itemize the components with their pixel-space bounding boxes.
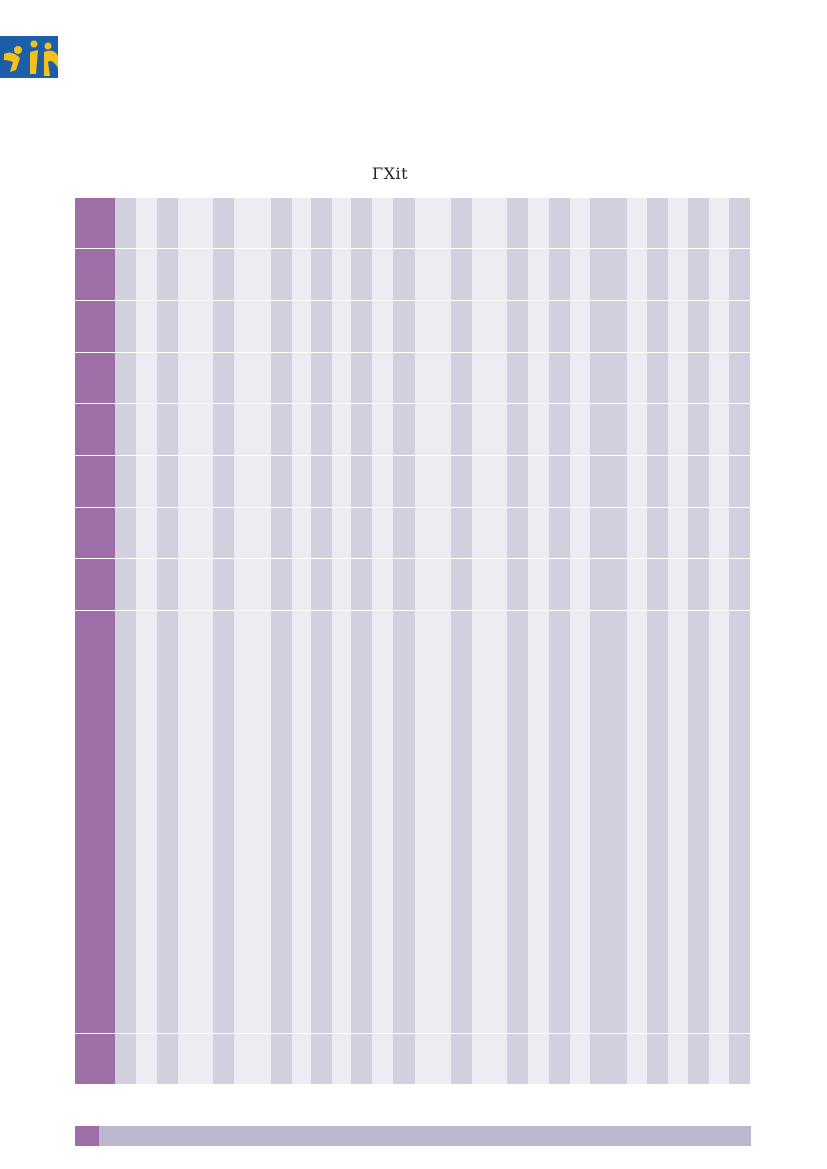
table-column — [688, 198, 709, 1084]
table-column — [311, 198, 332, 1084]
table-column — [451, 198, 472, 1084]
row-divider — [75, 610, 750, 611]
row-header-cell — [75, 611, 115, 1034]
row-header-cell — [75, 559, 115, 611]
row-divider — [75, 1033, 750, 1034]
row-header-cell — [75, 404, 115, 456]
table-column — [709, 198, 729, 1084]
row-header-cell — [75, 249, 115, 301]
row-divider — [75, 558, 750, 559]
table-column — [271, 198, 292, 1084]
page-title: ΓΧit — [371, 164, 409, 183]
table-column — [115, 198, 136, 1084]
table-column — [213, 198, 234, 1084]
table-column — [393, 198, 415, 1084]
row-divider — [75, 300, 750, 301]
row-header-cell — [75, 456, 115, 508]
table-column — [627, 198, 647, 1084]
table-column — [136, 198, 157, 1084]
table-column — [415, 198, 451, 1084]
row-divider — [75, 455, 750, 456]
row-header-cell — [75, 353, 115, 404]
data-table — [75, 198, 750, 1084]
row-divider — [75, 352, 750, 353]
row-header-cell — [75, 198, 115, 249]
row-header-cell — [75, 301, 115, 353]
table-column — [507, 198, 528, 1084]
table-column — [647, 198, 668, 1084]
table-column — [528, 198, 549, 1084]
table-column — [178, 198, 213, 1084]
table-column — [332, 198, 351, 1084]
row-header-cell — [75, 508, 115, 559]
table-column — [549, 198, 570, 1084]
table-column — [570, 198, 590, 1084]
footer-accent — [75, 1126, 99, 1146]
people-logo-icon — [4, 40, 58, 76]
row-divider — [75, 403, 750, 404]
row-divider — [75, 248, 750, 249]
table-column — [590, 198, 627, 1084]
organization-logo — [0, 36, 58, 78]
row-divider — [75, 507, 750, 508]
table-column — [292, 198, 311, 1084]
table-column — [372, 198, 393, 1084]
table-column — [234, 198, 271, 1084]
table-column — [729, 198, 750, 1084]
row-header-cell — [75, 1034, 115, 1084]
table-column — [472, 198, 507, 1084]
table-column — [668, 198, 688, 1084]
table-column — [157, 198, 178, 1084]
footer-bar — [75, 1126, 751, 1146]
table-column — [351, 198, 372, 1084]
